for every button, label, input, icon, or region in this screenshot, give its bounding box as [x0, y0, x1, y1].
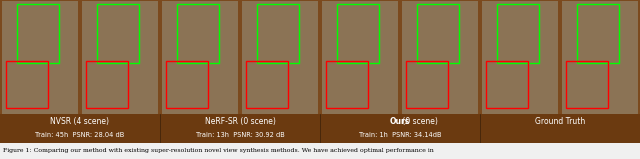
Bar: [566, 61, 607, 108]
Bar: [417, 4, 459, 63]
Bar: [17, 4, 59, 63]
Bar: [406, 61, 447, 108]
Bar: [486, 61, 527, 108]
Text: Train: 45h  PSNR: 28.04 dB: Train: 45h PSNR: 28.04 dB: [35, 132, 125, 138]
Bar: [482, 1, 558, 114]
Bar: [562, 1, 638, 114]
Bar: [0, 114, 160, 143]
Bar: [86, 61, 127, 108]
Bar: [497, 4, 539, 63]
Bar: [320, 114, 480, 143]
Bar: [246, 61, 287, 108]
Text: Train: 1h  PSNR: 34.14dB: Train: 1h PSNR: 34.14dB: [359, 132, 441, 138]
Bar: [402, 1, 478, 114]
Bar: [577, 4, 619, 63]
Bar: [6, 61, 47, 108]
Bar: [97, 4, 139, 63]
Bar: [166, 61, 207, 108]
Text: Ours: Ours: [390, 117, 410, 126]
Bar: [480, 114, 640, 143]
Bar: [162, 1, 238, 114]
Text: (0 scene): (0 scene): [400, 117, 438, 126]
Bar: [2, 1, 78, 114]
Text: NeRF-SR (0 scene): NeRF-SR (0 scene): [205, 117, 275, 126]
Bar: [257, 4, 299, 63]
Text: Figure 1: Comparing our method with existing super-resolution novel view synthes: Figure 1: Comparing our method with exis…: [3, 148, 434, 153]
Bar: [0, 0, 640, 114]
Bar: [326, 61, 367, 108]
Text: Train: 13h  PSNR: 30.92 dB: Train: 13h PSNR: 30.92 dB: [196, 132, 284, 138]
Bar: [242, 1, 318, 114]
Bar: [337, 4, 379, 63]
Bar: [82, 1, 158, 114]
Text: Ground Truth: Ground Truth: [535, 117, 585, 126]
Bar: [322, 1, 398, 114]
Bar: [160, 114, 320, 143]
Text: NVSR (4 scene): NVSR (4 scene): [51, 117, 109, 126]
Bar: [177, 4, 219, 63]
